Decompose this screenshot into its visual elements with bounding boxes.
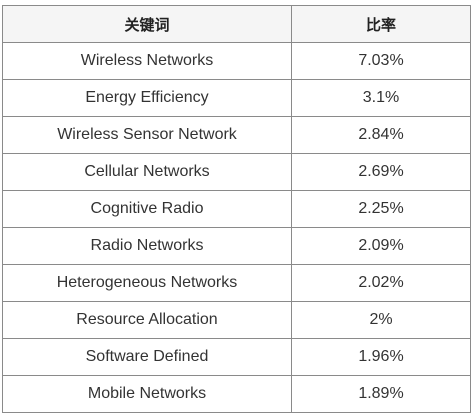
keyword-cell: Cognitive Radio xyxy=(2,190,292,228)
ratio-cell: 2.25% xyxy=(291,190,471,228)
keyword-ratio-table: 关键词 比率 Wireless Networks 7.03% Energy Ef… xyxy=(2,5,471,413)
keyword-cell: Resource Allocation xyxy=(2,301,292,339)
ratio-cell: 2% xyxy=(291,301,471,339)
table-row: Cellular Networks 2.69% xyxy=(2,153,471,191)
table-header: 关键词 比率 xyxy=(2,5,471,43)
keyword-cell: Radio Networks xyxy=(2,227,292,265)
keyword-cell: Cellular Networks xyxy=(2,153,292,191)
ratio-cell: 2.09% xyxy=(291,227,471,265)
table-row: Heterogeneous Networks 2.02% xyxy=(2,264,471,302)
table-row: Resource Allocation 2% xyxy=(2,301,471,339)
keyword-cell: Mobile Networks xyxy=(2,375,292,413)
table-row: Mobile Networks 1.89% xyxy=(2,375,471,413)
ratio-cell: 3.1% xyxy=(291,79,471,117)
keyword-cell: Wireless Networks xyxy=(2,42,292,80)
table-row: Cognitive Radio 2.25% xyxy=(2,190,471,228)
ratio-cell: 2.84% xyxy=(291,116,471,154)
header-row: 关键词 比率 xyxy=(2,5,471,43)
table-row: Wireless Networks 7.03% xyxy=(2,42,471,80)
keyword-cell: Wireless Sensor Network xyxy=(2,116,292,154)
table-row: Wireless Sensor Network 2.84% xyxy=(2,116,471,154)
table-body: Wireless Networks 7.03% Energy Efficienc… xyxy=(2,42,471,413)
ratio-cell: 2.69% xyxy=(291,153,471,191)
ratio-cell: 2.02% xyxy=(291,264,471,302)
keyword-cell: Energy Efficiency xyxy=(2,79,292,117)
table-row: Software Defined 1.96% xyxy=(2,338,471,376)
ratio-cell: 7.03% xyxy=(291,42,471,80)
ratio-cell: 1.89% xyxy=(291,375,471,413)
ratio-cell: 1.96% xyxy=(291,338,471,376)
header-ratio: 比率 xyxy=(291,5,471,43)
header-keyword: 关键词 xyxy=(2,5,292,43)
keyword-cell: Software Defined xyxy=(2,338,292,376)
table-row: Energy Efficiency 3.1% xyxy=(2,79,471,117)
keyword-cell: Heterogeneous Networks xyxy=(2,264,292,302)
table-row: Radio Networks 2.09% xyxy=(2,227,471,265)
